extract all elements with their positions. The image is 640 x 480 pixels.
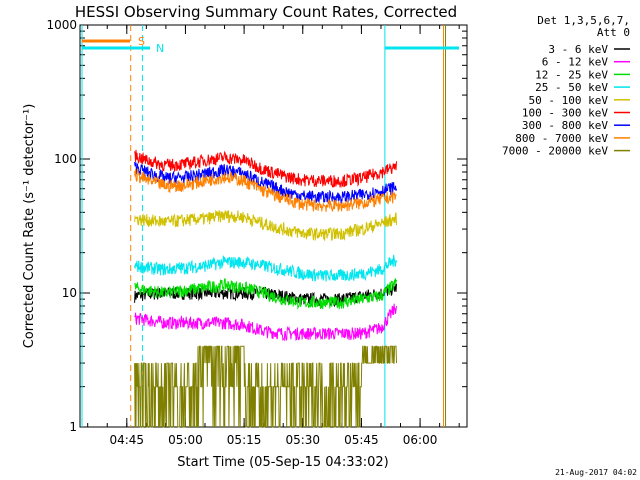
x-tick-label: 05:15	[227, 433, 262, 447]
legend-label: 6 - 12 keV	[542, 56, 609, 69]
series-line-5	[134, 149, 397, 188]
y-tick-label: 100	[54, 152, 77, 166]
x-tick-label: 04:45	[109, 433, 144, 447]
series-line-6	[134, 162, 397, 205]
legend-label: 300 - 800 keV	[522, 119, 608, 132]
y-tick-label: 1000	[46, 18, 77, 32]
time-markers: SN	[81, 25, 459, 427]
series-line-3	[134, 254, 397, 282]
legend-label: 3 - 6 keV	[548, 43, 608, 56]
legend-header-1: Att 0	[597, 26, 630, 39]
legend-header-0: Det 1,3,5,6,7,	[537, 14, 630, 27]
y-axis-label: Corrected Count Rate (s⁻¹ detector⁻¹)	[22, 104, 37, 349]
x-axis-label: Start Time (05-Sep-15 04:33:02)	[177, 455, 388, 470]
y-tick-label: 10	[62, 286, 77, 300]
x-tick-label: 05:45	[344, 433, 379, 447]
series-line-2	[134, 278, 397, 310]
y-tick-label: 1	[69, 420, 77, 434]
x-tick-label: 06:00	[403, 433, 438, 447]
x-tick-label: 05:00	[168, 433, 203, 447]
saa-label: S	[138, 35, 145, 48]
legend-label: 50 - 100 keV	[529, 94, 609, 107]
series-line-7	[134, 167, 397, 212]
legend-label: 25 - 50 keV	[535, 81, 608, 94]
series-line-1	[134, 303, 397, 342]
series-layer	[134, 149, 397, 428]
y-tick-labels: 1 10 100 1000	[46, 18, 77, 434]
legend-label: 7000 - 20000 keV	[502, 145, 608, 158]
x-tick-label: 05:30	[285, 433, 320, 447]
legend-label: 800 - 7000 keV	[515, 132, 608, 145]
series-line-8	[134, 345, 397, 428]
legend-label: 12 - 25 keV	[535, 68, 608, 81]
night-label: N	[156, 42, 164, 55]
series-line-4	[134, 209, 397, 241]
chart-title: HESSI Observing Summary Count Rates, Cor…	[75, 3, 457, 21]
footer-timestamp: 21-Aug-2017 04:02	[555, 468, 637, 477]
x-tick-labels: 04:45 05:00 05:15 05:30 05:45 06:00	[109, 433, 437, 447]
legend-label: 100 - 300 keV	[522, 107, 608, 120]
